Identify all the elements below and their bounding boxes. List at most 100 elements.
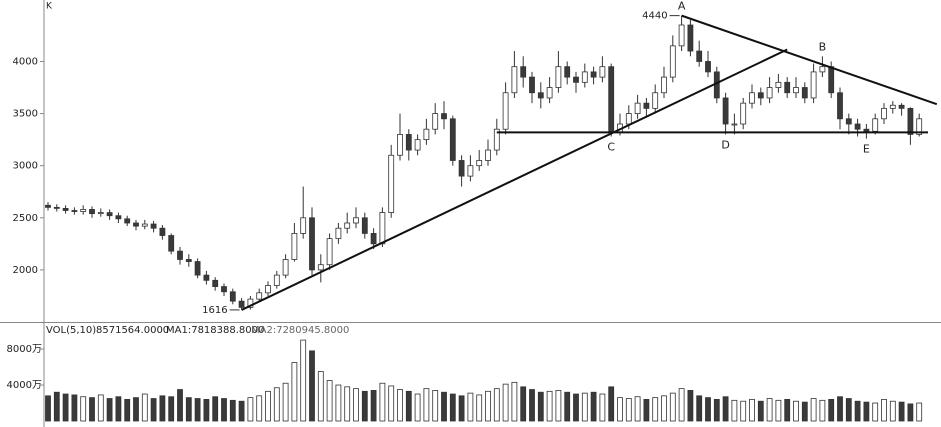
candle-body: [256, 292, 263, 300]
volume-bar: [678, 388, 685, 422]
candle-body: [520, 66, 527, 78]
candle-body: [854, 123, 861, 130]
volume-bar: [555, 390, 562, 422]
volume-tick-label: 4000万: [7, 380, 42, 391]
volume-bar: [141, 393, 148, 422]
candle-body: [265, 285, 271, 294]
candle-body: [661, 76, 667, 94]
volume-bar: [80, 396, 87, 422]
candle-body: [291, 233, 298, 260]
volume-bar: [863, 401, 870, 422]
candle-body: [106, 212, 113, 217]
candle-body: [229, 291, 236, 302]
volume-title: VOL(5,10): [46, 325, 96, 336]
volume-bar: [793, 400, 799, 422]
volume-bar: [810, 398, 817, 422]
volume-bar: [819, 399, 826, 422]
volume-bar: [722, 396, 729, 422]
point-label: C: [607, 141, 615, 154]
y-tick-label: 4000: [13, 56, 38, 67]
volume-bar: [467, 392, 474, 422]
volume-bar: [221, 398, 227, 422]
volume-bar: [62, 393, 69, 422]
candle-body: [344, 222, 351, 229]
candle-body: [185, 259, 192, 262]
candle-body: [361, 217, 368, 234]
volume-bar: [423, 388, 430, 422]
candle-body: [370, 233, 377, 245]
candle-body: [511, 66, 518, 94]
candle-body: [757, 92, 764, 99]
volume-tick-label: 8000万: [7, 344, 42, 355]
volume-bar: [185, 397, 192, 422]
candle-body: [731, 123, 738, 126]
volume-bar: [854, 400, 861, 422]
candle-body: [581, 71, 588, 83]
candle-body: [168, 235, 175, 252]
volume-bar: [397, 389, 403, 422]
candle-body: [194, 261, 201, 276]
candle-body: [529, 76, 535, 94]
candle-body: [309, 217, 315, 271]
candle-body: [467, 165, 474, 177]
volume-bar: [273, 387, 280, 422]
volume-bar: [749, 399, 755, 422]
candle-body: [115, 215, 122, 220]
volume-bar: [784, 399, 791, 422]
volume-bar: [71, 394, 78, 422]
volume-bar: [441, 391, 447, 422]
volume-bar: [493, 388, 500, 422]
candle-body: [335, 227, 342, 240]
candle-body: [379, 212, 386, 245]
candle-body: [141, 223, 148, 227]
candle-body: [749, 92, 755, 104]
candle-body: [573, 76, 579, 83]
candle-body: [53, 206, 60, 209]
volume-bar: [291, 362, 298, 422]
candle-body: [159, 227, 166, 236]
volume-bar: [326, 380, 333, 422]
volume-bar: [159, 395, 166, 422]
volume-bar: [458, 395, 465, 422]
candle-body: [71, 210, 78, 212]
volume-bar: [740, 400, 747, 422]
volume-bar: [89, 397, 95, 422]
candle-body: [89, 209, 95, 215]
candle-body: [643, 102, 650, 109]
extreme-label: 4440: [642, 11, 667, 22]
candle-body: [863, 128, 870, 132]
volume-bar: [590, 391, 597, 422]
volume-bar: [317, 371, 324, 422]
candle-body: [819, 66, 826, 73]
candle-body: [537, 92, 544, 99]
candle-body: [669, 45, 676, 78]
volume-bar: [661, 395, 667, 422]
candle-body: [441, 113, 447, 120]
volume-bar: [432, 390, 439, 422]
volume-bar: [133, 397, 139, 422]
volume-bar: [529, 389, 535, 422]
volume-bar: [546, 390, 553, 422]
volume-bar: [247, 397, 254, 422]
candle-body: [326, 238, 333, 266]
candle-body: [599, 66, 606, 78]
candle-body: [872, 118, 879, 132]
candle-body: [62, 208, 69, 211]
y-tick-label: 2500: [13, 213, 38, 224]
candle-body: [397, 134, 403, 156]
volume-bar: [238, 400, 245, 422]
candle-body: [546, 87, 553, 99]
volume-bar: [309, 350, 315, 422]
candle-body: [775, 81, 782, 88]
volume-ma1: MA1:7818388.8000: [166, 325, 264, 336]
point-label: A: [678, 0, 686, 13]
candle-body: [810, 71, 817, 99]
volume-bar: [634, 396, 641, 422]
candle-body: [678, 24, 685, 47]
volume-bar: [775, 399, 782, 422]
volume-bar: [282, 382, 289, 422]
volume-bar: [564, 391, 571, 422]
volume-bar: [405, 390, 412, 422]
candle-body: [405, 134, 412, 151]
